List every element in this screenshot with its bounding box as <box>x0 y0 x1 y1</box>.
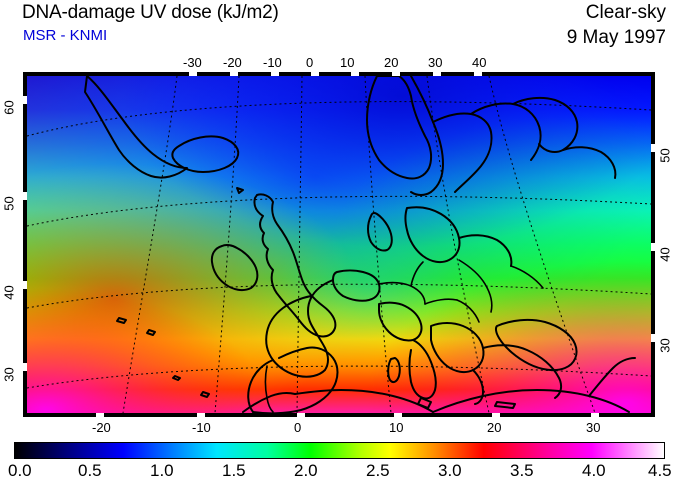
tick-mark-left-50 <box>23 192 27 200</box>
left-axis-tick-50: 50 <box>1 196 17 211</box>
colorbar-tick-2: 1.0 <box>150 461 174 480</box>
colorbar-tick-7: 3.5 <box>510 461 534 480</box>
tick-mark-top-20 <box>392 72 400 76</box>
top-axis-tick--30: -30 <box>183 55 202 70</box>
top-axis-tick-10: 10 <box>340 55 355 70</box>
tick-mark-top-40 <box>474 72 482 76</box>
map-plot-area[interactable] <box>23 72 655 417</box>
tick-mark-left-30 <box>23 363 27 371</box>
tick-mark-right-50 <box>651 144 655 152</box>
tick-mark-top-10 <box>351 72 359 76</box>
top-axis-tick-40: 40 <box>472 55 487 70</box>
coastlines <box>84 76 636 413</box>
top-axis-tick--10: -10 <box>263 55 282 70</box>
page-title: DNA-damage UV dose (kJ/m2) <box>22 2 279 23</box>
date-label: 9 May 1997 <box>566 27 666 48</box>
graticule <box>27 76 651 413</box>
page-subtitle-source: MSR - KNMI <box>23 27 108 44</box>
colorbar-tick-9: 4.5 <box>648 461 672 480</box>
colorbar-tick-8: 4.0 <box>582 461 606 480</box>
sky-condition-label: Clear-sky <box>585 2 666 23</box>
left-axis-tick-30: 30 <box>1 367 17 382</box>
tick-mark-top-30 <box>433 72 441 76</box>
colorbar[interactable] <box>14 442 665 459</box>
colorbar-gradient <box>15 443 664 458</box>
tick-mark-bottom--20 <box>96 413 104 417</box>
tick-mark-left-40 <box>23 281 27 289</box>
left-axis-tick-40: 40 <box>1 285 17 300</box>
bottom-axis-tick-20: 20 <box>487 420 502 435</box>
left-axis-tick-60: 60 <box>1 100 17 115</box>
uv-dose-field <box>27 76 651 413</box>
tick-mark-bottom-0 <box>297 413 305 417</box>
bottom-axis-tick-0: 0 <box>294 420 302 435</box>
top-axis-tick-30: 30 <box>428 55 443 70</box>
bottom-axis-tick--10: -10 <box>192 420 211 435</box>
right-axis-tick-40: 40 <box>657 247 673 262</box>
tick-mark-top--10 <box>271 72 279 76</box>
tick-mark-top-0 <box>311 72 319 76</box>
bottom-axis-tick-30: 30 <box>586 420 601 435</box>
colorbar-tick-0: 0.0 <box>8 461 32 480</box>
colorbar-tick-6: 3.0 <box>438 461 462 480</box>
bottom-axis-tick-10: 10 <box>389 420 404 435</box>
tick-mark-bottom-20 <box>492 413 500 417</box>
dose-field-layers <box>27 76 651 413</box>
colorbar-tick-3: 1.5 <box>222 461 246 480</box>
right-axis-tick-50: 50 <box>657 148 673 163</box>
tick-mark-top--30 <box>189 72 197 76</box>
colorbar-tick-5: 2.5 <box>366 461 390 480</box>
map-field-clip <box>27 76 651 413</box>
tick-mark-top--20 <box>230 72 238 76</box>
tick-mark-bottom-10 <box>394 413 402 417</box>
top-axis-tick-20: 20 <box>384 55 399 70</box>
plot-frame <box>23 72 655 417</box>
tick-mark-bottom-30 <box>591 413 599 417</box>
top-axis-tick--20: -20 <box>223 55 242 70</box>
tick-mark-right-40 <box>651 243 655 251</box>
tick-mark-right-30 <box>651 334 655 342</box>
bottom-axis-tick--20: -20 <box>92 420 111 435</box>
tick-mark-left-60 <box>23 96 27 104</box>
colorbar-tick-4: 2.0 <box>294 461 318 480</box>
colorbar-tick-1: 0.5 <box>78 461 102 480</box>
top-axis-tick-0: 0 <box>306 55 314 70</box>
right-axis-tick-30: 30 <box>657 338 673 353</box>
tick-mark-bottom--10 <box>197 413 205 417</box>
